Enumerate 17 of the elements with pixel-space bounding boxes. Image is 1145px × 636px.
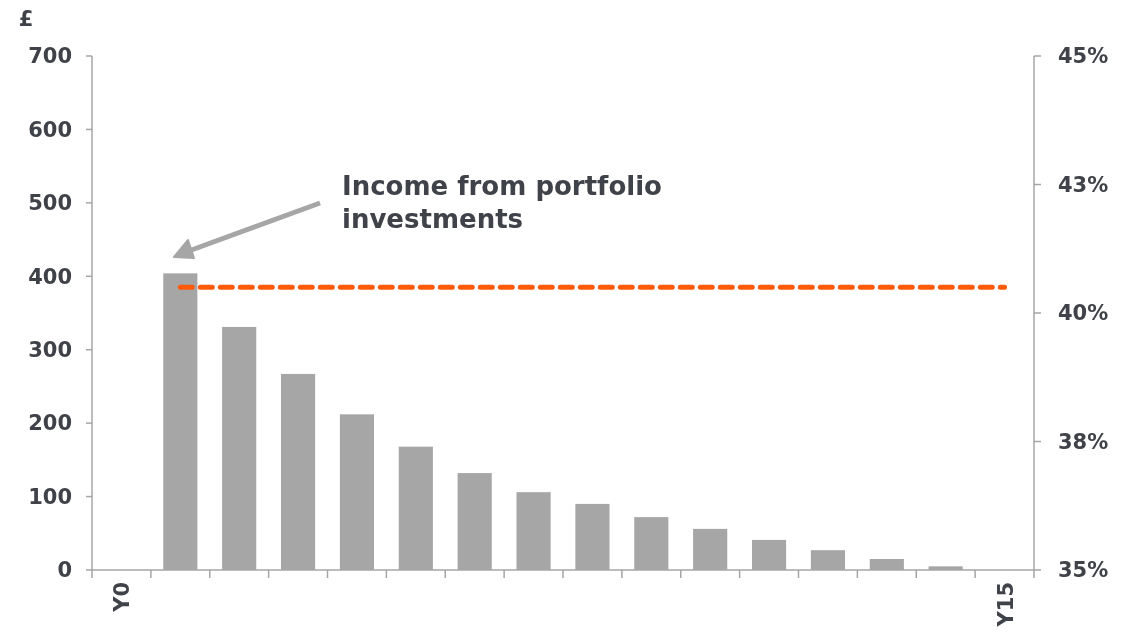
y2-tick-label: 38% <box>1058 429 1109 454</box>
y-tick-label: 500 <box>28 191 72 216</box>
y-tick-label: 600 <box>28 117 72 142</box>
y-tick-label: 300 <box>28 338 72 363</box>
annotation: Income from portfolio investments <box>342 171 662 234</box>
y-tick-label: 700 <box>28 44 72 69</box>
y-tick-label: 0 <box>57 558 72 583</box>
x-tick-label: Y15 <box>993 582 1018 628</box>
y2-tick-label: 43% <box>1058 172 1109 197</box>
y2-tick-label: 45% <box>1058 44 1109 69</box>
x-tick-label: Y0 <box>110 582 135 613</box>
y-axis-title: £ <box>18 7 34 31</box>
y-tick-label: 400 <box>28 264 72 289</box>
y-tick-label: 100 <box>28 484 72 509</box>
y2-tick-label: 35% <box>1058 558 1109 583</box>
y2-tick-label: 40% <box>1058 301 1109 326</box>
y-tick-label: 200 <box>28 411 72 436</box>
